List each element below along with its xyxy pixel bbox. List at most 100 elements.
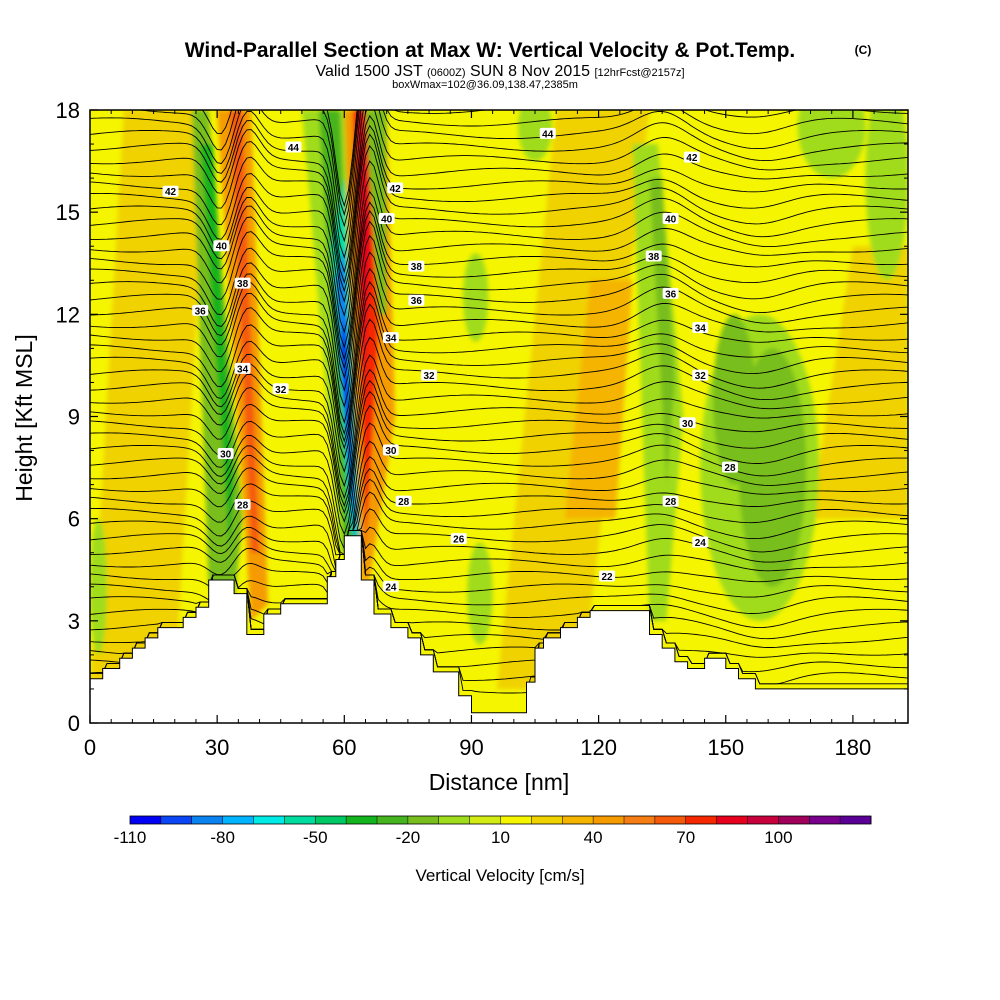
x-tick-label: 0 xyxy=(84,735,96,760)
contour-label: 38 xyxy=(408,260,425,273)
contour-label-box xyxy=(192,304,209,316)
contour-label-box xyxy=(692,536,709,548)
plot-area: 44 44 42 42 42 40 40 40 38 38 38 36 36 36 34 34 34 32 32 32… xyxy=(90,110,908,723)
contour-label-text: 34 xyxy=(237,364,249,375)
colorbar-tick-label: 40 xyxy=(584,828,603,847)
contour-label-text: 42 xyxy=(686,153,698,164)
contour-label-text: 28 xyxy=(398,497,410,508)
colorbar-swatch xyxy=(747,816,779,824)
contour-label-text: 22 xyxy=(602,572,614,583)
isentrope xyxy=(90,368,908,508)
x-tick-label: 180 xyxy=(835,735,872,760)
colorbar-tick-label: -50 xyxy=(303,828,328,847)
contour-label-box xyxy=(395,495,412,507)
isentrope xyxy=(90,110,908,259)
contour-label-box xyxy=(662,287,679,299)
contour-label: 34 xyxy=(234,362,251,375)
isentrope xyxy=(90,190,908,361)
contour-label-box xyxy=(272,383,289,395)
contour-label-text: 34 xyxy=(695,323,707,334)
contour-label: 42 xyxy=(162,185,179,198)
colorbar-swatch xyxy=(685,816,718,824)
contour-label: 36 xyxy=(192,304,209,317)
x-tick-label: 90 xyxy=(459,735,483,760)
contour-label: 32 xyxy=(421,369,438,382)
isentrope xyxy=(90,404,908,536)
contour-label-box xyxy=(599,570,616,582)
y-tick-label: 0 xyxy=(68,711,80,736)
colorbar-swatch xyxy=(253,816,285,824)
contour-label: 28 xyxy=(662,495,679,508)
y-tick-label: 6 xyxy=(68,507,80,532)
contour-label-box xyxy=(692,369,709,381)
colorbar-swatch xyxy=(624,816,656,824)
y-tick-label: 12 xyxy=(56,302,80,327)
y-tick-label: 9 xyxy=(68,405,80,430)
colorbar-tick-label: 70 xyxy=(676,828,695,847)
contour-label-text: 30 xyxy=(682,419,694,430)
contour-label-text: 40 xyxy=(381,214,393,225)
contour-label-box xyxy=(234,362,251,374)
chart-title: Wind-Parallel Section at Max W: Vertical… xyxy=(185,39,796,62)
isentrope xyxy=(90,526,908,572)
box-info: boxWmax=102@36.09,138.47,2385m xyxy=(392,79,578,91)
contour-label: 22 xyxy=(599,570,616,583)
contour-label-text: 30 xyxy=(220,449,232,460)
contour-label-text: 42 xyxy=(165,187,177,198)
contour-label-text: 26 xyxy=(453,535,465,546)
contour-label: 32 xyxy=(692,369,709,382)
x-tick-label: 60 xyxy=(332,735,356,760)
y-tick-label: 15 xyxy=(56,200,80,225)
x-tick-label: 150 xyxy=(707,735,744,760)
colorbar: -110 -80 -50 -20 10 40 70 100 xyxy=(114,815,872,847)
x-axis-label: Distance [nm] xyxy=(429,769,570,795)
contour-label: 42 xyxy=(387,182,404,195)
contour-label-box xyxy=(408,294,425,306)
colorbar-swatch xyxy=(654,816,687,824)
contour-label-box xyxy=(217,447,234,459)
isentrope xyxy=(90,124,908,293)
contour-label: 44 xyxy=(539,127,556,140)
contour-label-box xyxy=(421,369,438,381)
weak-updraft-area xyxy=(810,246,908,519)
contour-label: 26 xyxy=(450,533,467,546)
isentrope xyxy=(90,318,908,473)
colorbar-swatch xyxy=(222,816,254,824)
colorbar-swatch xyxy=(346,816,378,824)
contour-label-text: 28 xyxy=(724,463,736,474)
contour-label-text: 40 xyxy=(665,214,677,225)
contour-label-text: 32 xyxy=(275,385,287,396)
colorbar-tick-label: -80 xyxy=(210,828,235,847)
contour-label: 40 xyxy=(213,240,230,253)
contour-label: 28 xyxy=(395,495,412,508)
downdraft-region xyxy=(518,110,552,162)
isentrope xyxy=(90,491,908,569)
contour-label: 38 xyxy=(645,250,662,263)
isentrope xyxy=(90,115,908,284)
contour-label-box xyxy=(683,151,700,163)
contour-label: 44 xyxy=(285,141,302,154)
colorbar-swatch xyxy=(130,816,162,824)
contour-label-text: 44 xyxy=(288,143,300,154)
colorbar-swatch xyxy=(809,816,841,824)
contour-label-box xyxy=(539,127,556,139)
contour-label-box xyxy=(721,461,738,473)
colorbar-swatch xyxy=(500,816,532,824)
contour-label-box xyxy=(382,332,399,344)
contour-label-text: 24 xyxy=(695,538,707,549)
contour-label-text: 36 xyxy=(665,289,677,300)
contour-label-text: 34 xyxy=(385,334,397,345)
isentrope xyxy=(201,110,358,208)
colorbar-swatch xyxy=(593,816,625,824)
contour-label: 36 xyxy=(662,287,679,300)
colorbar-swatch xyxy=(840,816,872,824)
isentrope xyxy=(90,468,908,555)
contour-label-box xyxy=(662,495,679,507)
contour-label: 30 xyxy=(382,444,399,457)
contour-label: 28 xyxy=(721,461,738,474)
terrain-layer xyxy=(90,535,908,723)
isentrope xyxy=(90,176,908,349)
isentrope xyxy=(90,456,908,555)
